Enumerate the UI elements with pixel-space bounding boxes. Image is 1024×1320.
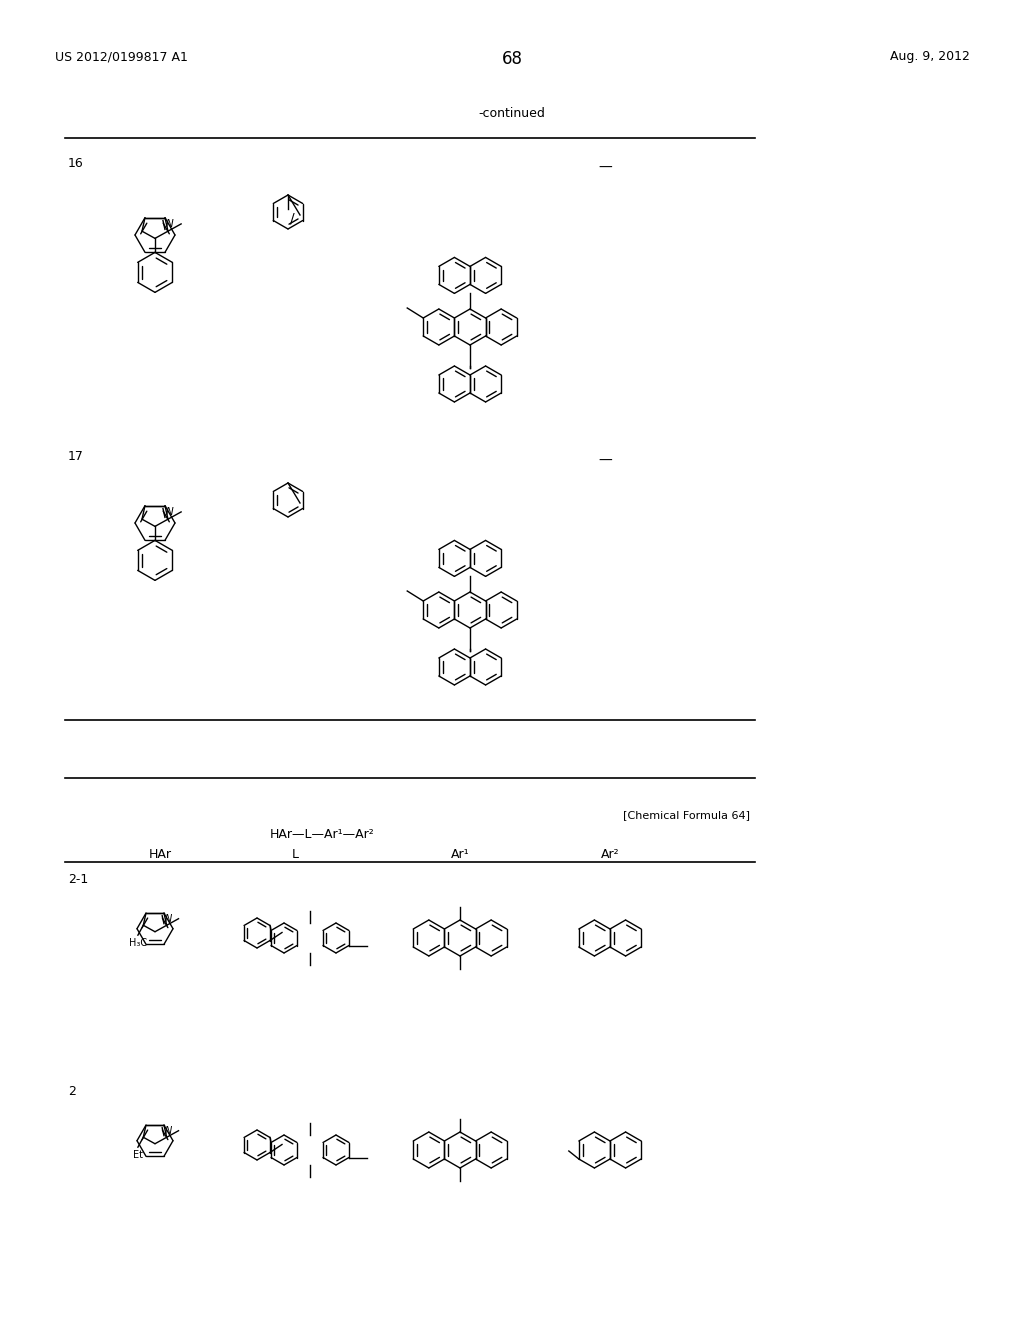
Text: US 2012/0199817 A1: US 2012/0199817 A1	[55, 50, 187, 63]
Text: —: —	[598, 161, 612, 176]
Text: N: N	[165, 915, 172, 924]
Text: HAr: HAr	[148, 847, 171, 861]
Text: 16: 16	[68, 157, 84, 170]
Text: Aug. 9, 2012: Aug. 9, 2012	[890, 50, 970, 63]
Text: 2: 2	[68, 1085, 76, 1098]
Text: -continued: -continued	[478, 107, 546, 120]
Text: 17: 17	[68, 450, 84, 463]
Text: [Chemical Formula 64]: [Chemical Formula 64]	[623, 810, 750, 820]
Text: Ar¹: Ar¹	[451, 847, 469, 861]
Text: 68: 68	[502, 50, 522, 69]
Text: H₃C: H₃C	[129, 939, 147, 948]
Text: N: N	[166, 219, 174, 228]
Text: N: N	[166, 507, 174, 516]
Text: 2-1: 2-1	[68, 873, 88, 886]
Text: —: —	[598, 454, 612, 469]
Text: N: N	[165, 1126, 172, 1137]
Text: HAr—L—Ar¹—Ar²: HAr—L—Ar¹—Ar²	[270, 828, 375, 841]
Text: L: L	[292, 847, 299, 861]
Text: /: /	[290, 211, 295, 224]
Text: Et: Et	[133, 1150, 143, 1160]
Text: Ar²: Ar²	[601, 847, 620, 861]
